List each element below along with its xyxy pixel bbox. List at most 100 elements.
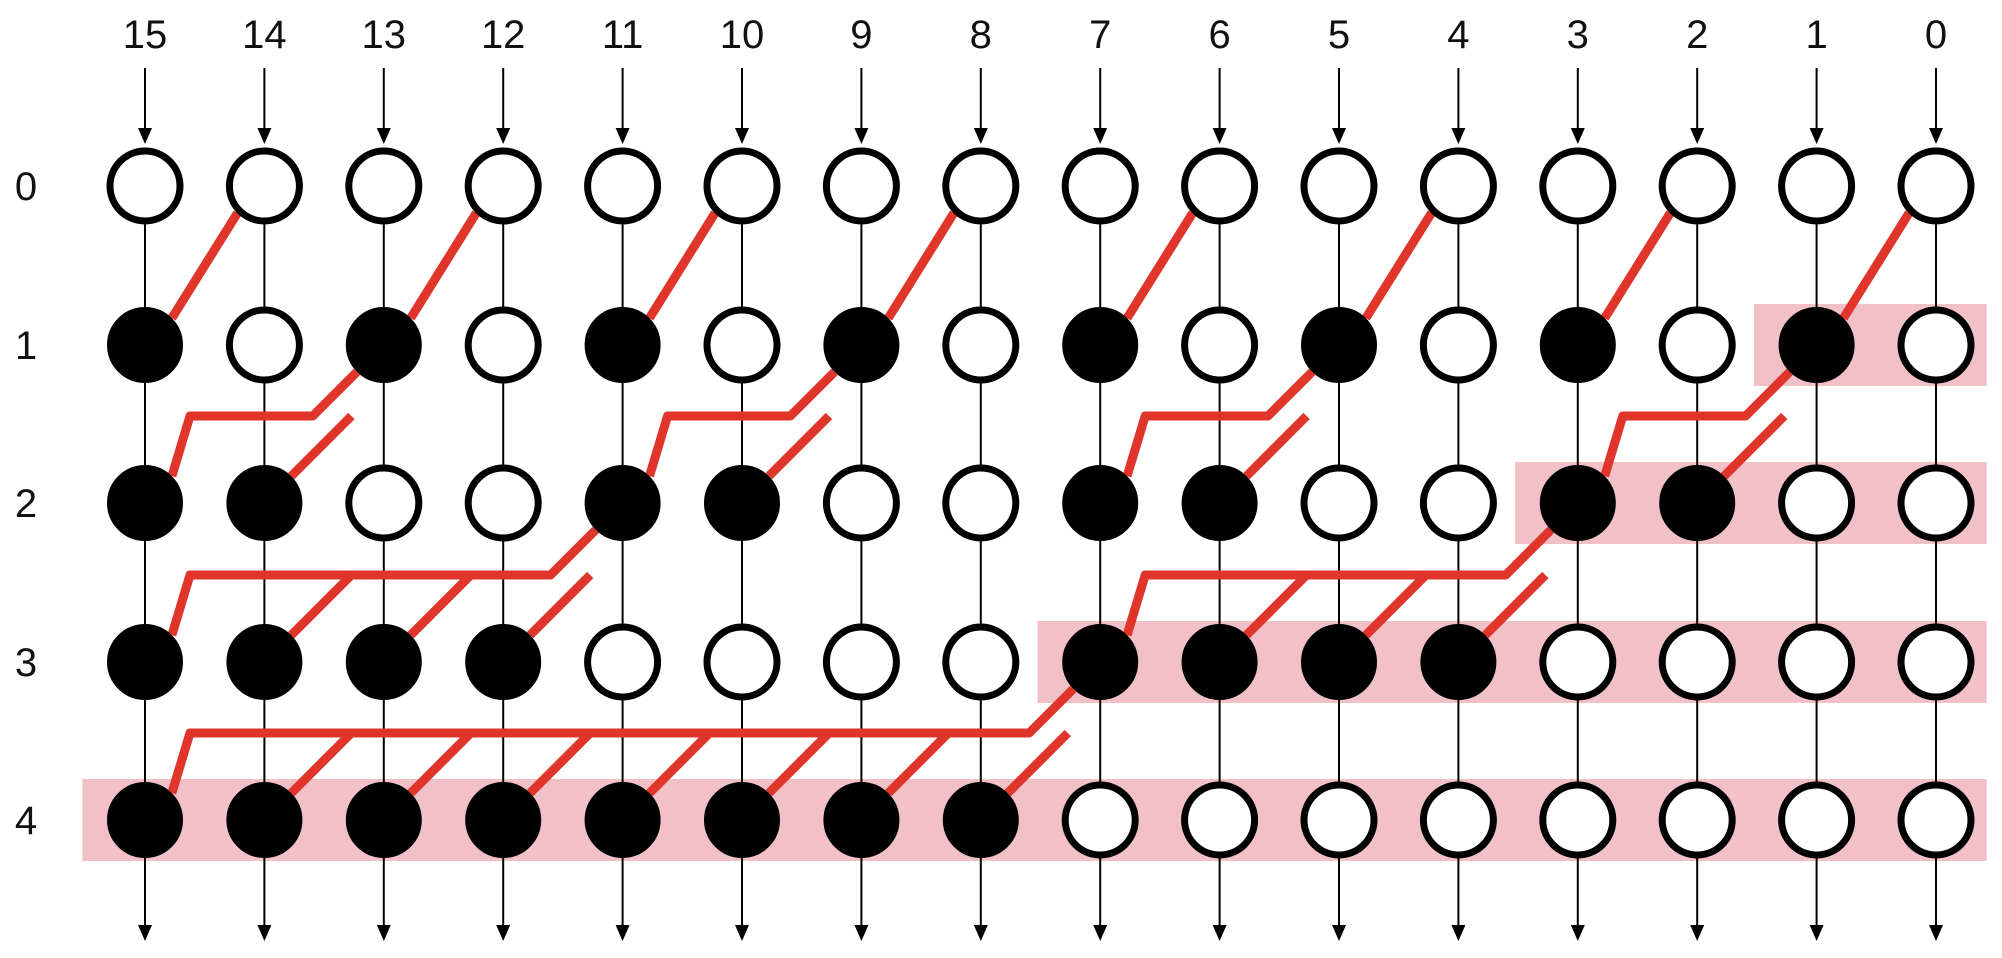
output-arrow-head [138,925,152,941]
filled-node [465,624,542,700]
column-label: 2 [1686,13,1708,57]
input-arrow-head [257,128,272,144]
column-label: 12 [481,13,526,57]
empty-node [1897,781,1975,859]
column-label: 7 [1089,13,1111,57]
filled-node [1181,465,1258,541]
column-label: 8 [970,13,992,57]
output-arrow-head [735,925,749,941]
empty-node [1539,781,1617,859]
carry-line [1122,368,1316,478]
carry-line [1004,729,1071,797]
column-label: 3 [1567,13,1589,57]
input-arrow-head [1690,128,1705,144]
filled-node [226,782,303,858]
empty-node [106,147,184,225]
carry-line [885,729,952,797]
carry-line [167,526,599,637]
output-arrow-head [1690,925,1705,941]
input-arrow-head [1570,128,1585,144]
output-arrow-head [1809,925,1824,941]
empty-node [703,623,781,701]
empty-node [1539,147,1617,225]
column-label: 1 [1805,13,1827,57]
empty-node [1061,147,1139,225]
filled-node [584,782,661,858]
empty-node [584,147,662,225]
output-arrow-head [1570,925,1585,941]
filled-node [226,624,303,700]
empty-node [1181,306,1259,384]
filled-node [823,782,900,858]
filled-node [584,307,661,383]
row-label: 1 [15,324,37,368]
carry-line [645,210,719,321]
empty-node [1419,781,1497,859]
carry-line [1720,412,1788,480]
carry-line [526,571,594,639]
filled-node [1539,465,1616,541]
output-arrow-head [376,925,391,941]
output-arrow-head [973,925,988,941]
filled-node [1301,624,1377,700]
empty-node [1300,464,1378,542]
output-arrow-head [1451,925,1466,941]
empty-node [225,306,303,384]
empty-node [1181,781,1259,859]
filled-node [823,307,900,383]
input-arrow-head [1093,128,1108,144]
row-label: 2 [15,482,37,526]
empty-node [1658,623,1736,701]
empty-node [1897,623,1975,701]
empty-node [822,464,900,542]
filled-node [226,465,303,541]
empty-node [1419,464,1497,542]
carry-line [1362,571,1430,639]
empty-node [464,147,542,225]
column-label: 10 [720,13,765,57]
carry-line [288,729,355,797]
empty-node [1778,781,1856,859]
empty-node [1300,147,1378,225]
filled-node [345,307,422,383]
empty-node [345,464,423,542]
empty-node [1061,781,1139,859]
filled-node [1181,624,1258,700]
carry-line [645,368,838,478]
filled-node [465,782,542,858]
empty-node [1181,147,1259,225]
output-arrow-head [1332,925,1346,941]
output-arrow-head [496,925,511,941]
empty-node [703,147,781,225]
filled-node [1062,307,1139,383]
empty-node [464,464,542,542]
input-arrow-head [615,128,630,144]
empty-node [1897,306,1975,384]
empty-node [822,147,900,225]
carry-line [406,210,481,321]
empty-node [1897,147,1975,225]
row-label: 0 [15,165,37,209]
empty-node [1658,147,1736,225]
carry-line [167,685,1077,795]
filled-node [345,624,422,700]
filled-node [1778,307,1855,383]
empty-node [1658,306,1736,384]
carry-line [1243,571,1310,639]
carry-line [765,412,833,480]
empty-node [942,623,1020,701]
row-label: 4 [15,799,37,843]
nodes [106,147,1975,859]
carry-line [168,210,242,321]
input-arrow-head [973,128,988,144]
input-arrow-head [1332,128,1346,144]
carry-line [1482,571,1549,639]
empty-node [1419,306,1497,384]
filled-node [704,465,780,541]
carry-line [765,729,833,797]
input-arrow-head [1929,128,1943,144]
carry-line [407,729,474,797]
carry-line [288,571,355,639]
column-label: 5 [1328,13,1350,57]
